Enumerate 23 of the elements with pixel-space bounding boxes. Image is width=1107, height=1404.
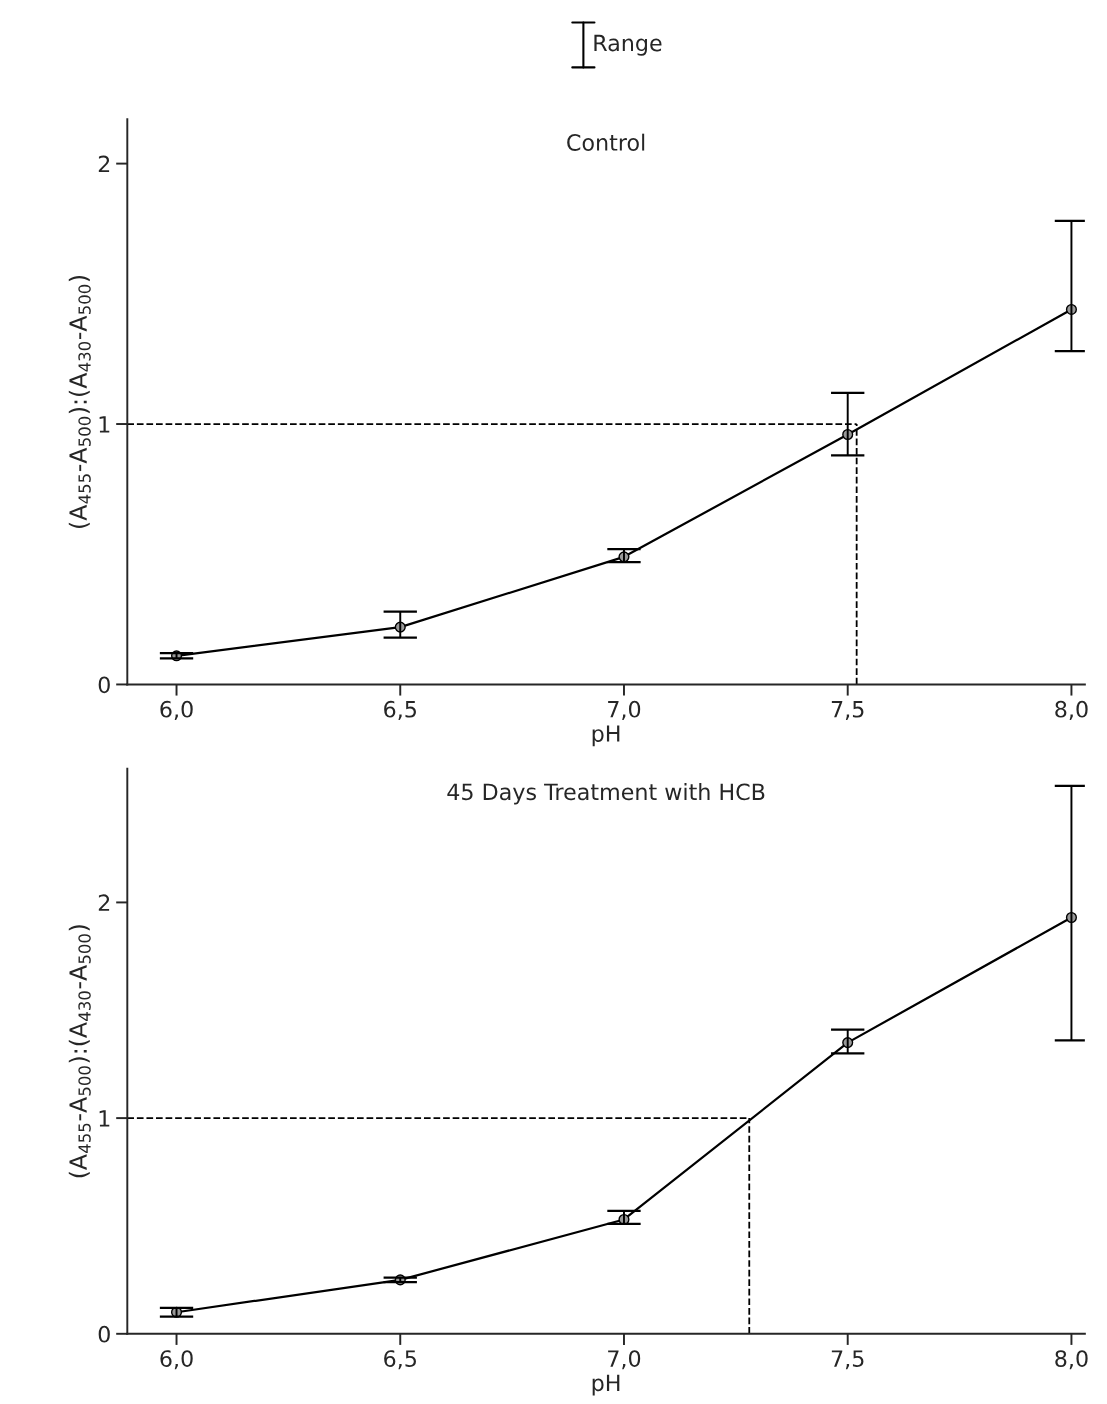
x-tick-label: 6,0 [160,700,193,720]
text: (A$_{455}$-A$_{500}$):(A$_{430}$-A$_{500}$) [68,275,91,528]
text: Control [567,133,645,151]
x-tick-label: 7,5 [831,1350,864,1370]
x-tick-label: 6,5 [384,1350,416,1370]
x-tick-label: 6,0 [160,1350,193,1370]
x-tick-label: 7,0 [608,700,641,720]
text: (A$_{455}$-A$_{500}$):(A$_{430}$-A$_{500}$) [68,925,91,1178]
x-tick-label: 7,0 [608,1350,641,1370]
y-tick-label: 0 [98,1325,110,1343]
y-tick-label: 2 [98,894,110,911]
x-tick-label: 8,0 [1055,700,1088,720]
x-tick-label: 8,0 [1055,1350,1088,1370]
text: 45 Days Treatment with HCB [447,783,765,805]
x-axis-title: pH [592,725,620,747]
x-axis-title: pH [592,1374,620,1396]
text: Range [594,34,662,56]
y-tick-label: 0 [98,676,110,694]
y-tick-label: 2 [98,155,110,173]
y-tick-label: 1 [99,1110,110,1127]
x-tick-label: 6,5 [384,700,416,720]
x-tick-label: 7,5 [831,701,864,720]
y-tick-label: 1 [99,416,110,433]
